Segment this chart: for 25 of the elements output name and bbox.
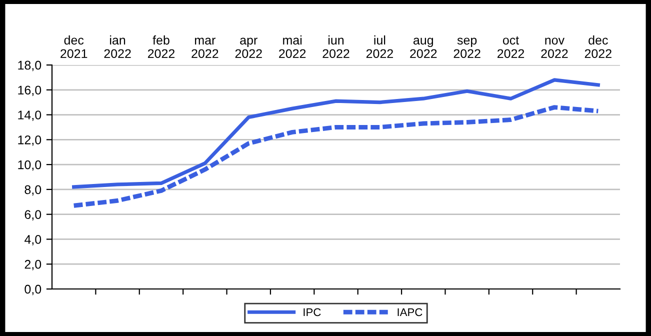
y-tick-label: 18,0 [18, 60, 42, 72]
x-tick-label: iun 2022 [322, 35, 350, 58]
x-tick-label: ian 2022 [104, 35, 131, 58]
x-tick-label: nov 2022 [541, 38, 568, 58]
y-tick-label: 14,0 [18, 110, 42, 121]
x-tick-label: mar 2022 [192, 38, 218, 58]
x-tick-label: dec 2022 [584, 35, 612, 58]
x-tick-label: iul 2022 [366, 35, 393, 58]
x-tick-label: mai 2022 [279, 35, 306, 58]
x-tick-label: sep 2022 [454, 38, 480, 58]
y-tick-label: 8,0 [24, 185, 42, 196]
y-tick-label: 12,0 [18, 135, 42, 146]
legend-label: IAPC [398, 308, 422, 316]
legend-label: IPC [304, 308, 321, 316]
x-tick-label: oct 2022 [497, 36, 524, 58]
x-tick-label: dec 2021 [60, 35, 88, 58]
y-tick-label: 4,0 [24, 235, 42, 246]
x-tick-label: feb 2022 [148, 35, 175, 58]
y-tick-label: 10,0 [18, 160, 42, 171]
x-tick-label: apr 2022 [235, 38, 262, 58]
y-tick-label: 16,0 [18, 86, 42, 96]
y-tick-label: 2,0 [24, 260, 42, 270]
x-tick-label: aug 2022 [410, 38, 437, 58]
y-tick-label: 6,0 [24, 210, 42, 220]
y-tick-label: 0,0 [24, 284, 42, 296]
